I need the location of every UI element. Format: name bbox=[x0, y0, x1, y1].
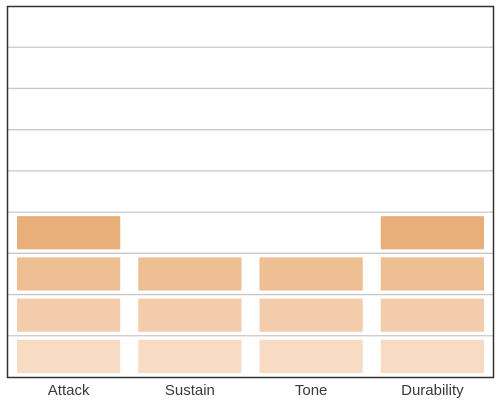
category-label-attack: Attack bbox=[48, 382, 90, 399]
bar-segment-attack-1 bbox=[17, 339, 121, 373]
chart-frame bbox=[6, 5, 495, 379]
bar-segment-sustain-3 bbox=[138, 257, 242, 291]
bar-segment-durability-4 bbox=[380, 216, 484, 250]
grid-lines bbox=[8, 46, 493, 337]
category-labels: Attack Sustain Tone Durability bbox=[48, 382, 464, 399]
bar-segment-attack-4 bbox=[17, 216, 121, 250]
bar-segment-durability-1 bbox=[380, 339, 484, 373]
bar-segment-attack-2 bbox=[17, 298, 121, 332]
bar-segment-sustain-1 bbox=[138, 339, 242, 373]
bar-segment-sustain-2 bbox=[138, 298, 242, 332]
category-label-durability: Durability bbox=[401, 382, 464, 399]
bar-segment-tone-2 bbox=[259, 298, 363, 332]
bar-segments bbox=[17, 216, 484, 373]
bar-segment-attack-3 bbox=[17, 257, 121, 291]
category-label-tone: Tone bbox=[295, 382, 328, 399]
bar-segment-durability-2 bbox=[380, 298, 484, 332]
bar-segment-tone-3 bbox=[259, 257, 363, 291]
bar-segment-durability-3 bbox=[380, 257, 484, 291]
bar-segment-tone-1 bbox=[259, 339, 363, 373]
category-label-sustain: Sustain bbox=[165, 382, 215, 399]
